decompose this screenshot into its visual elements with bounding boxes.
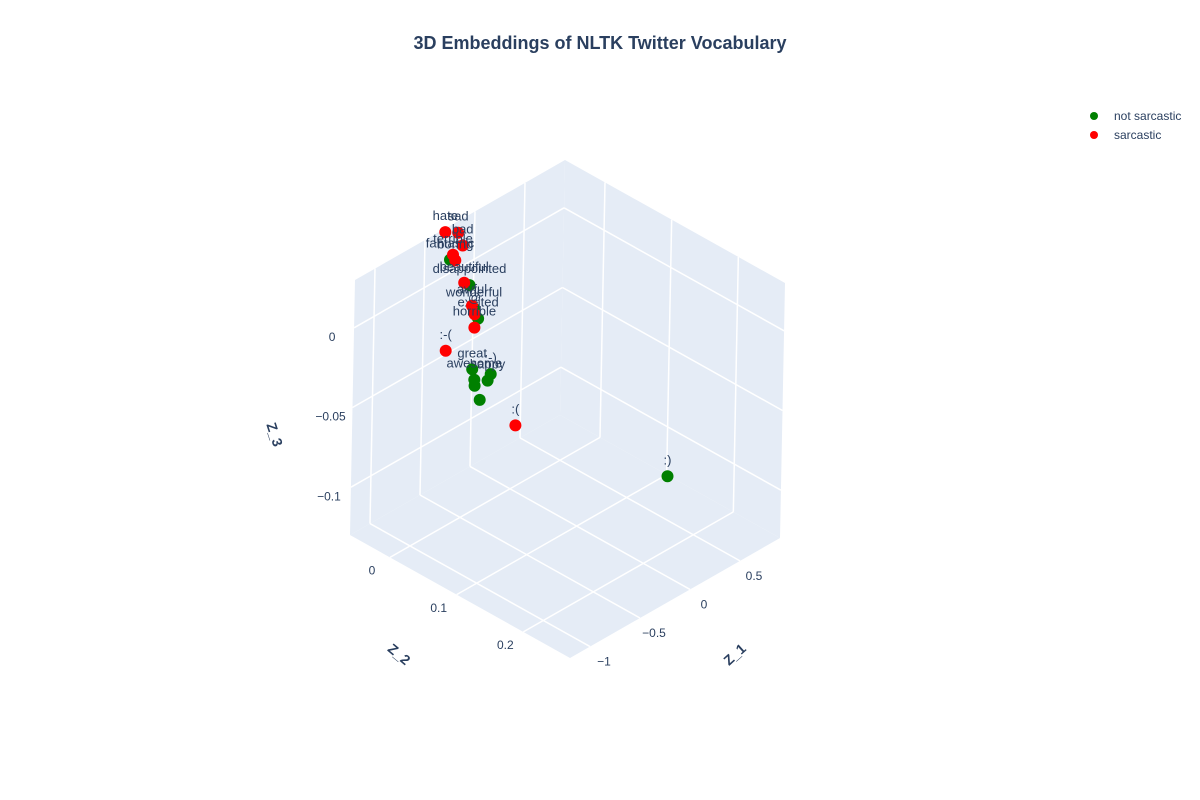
x-axis-title: Z_1 [720, 640, 749, 668]
data-point[interactable] [509, 419, 522, 432]
legend: not sarcastic sarcastic [1088, 106, 1181, 144]
y-tick-label: 0.1 [430, 601, 447, 615]
data-point-label: disappointed [433, 261, 507, 276]
x-tick-label: −0.5 [642, 626, 666, 640]
x-tick-label: 0.5 [746, 569, 763, 583]
legend-label: sarcastic [1114, 127, 1162, 142]
y-tick-label: 0.2 [497, 638, 514, 652]
data-point-label: boring [437, 236, 473, 251]
legend-marker [1090, 111, 1098, 120]
gridline-y-floor [389, 436, 601, 559]
data-point-label: :( [511, 401, 520, 416]
scene-gridlines [350, 182, 785, 648]
scene-background [350, 160, 785, 658]
z-tick-label: −0.1 [317, 489, 341, 503]
data-point[interactable] [449, 254, 462, 267]
legend-item-sarcastic[interactable]: sarcastic [1088, 125, 1181, 144]
data-point[interactable] [458, 276, 471, 289]
data-point-label: happy [470, 357, 506, 372]
gridline-z-wall2 [350, 366, 562, 488]
data-point[interactable] [473, 393, 486, 406]
z-tick-label: −0.05 [315, 410, 346, 424]
y-tick-label: 0 [369, 564, 376, 578]
data-point-label: hate [433, 208, 458, 223]
scene-points[interactable]: fantasticdisappointedwonderfulexcited:-)… [426, 208, 674, 483]
gridline-z-wall2 [352, 286, 563, 409]
data-point[interactable] [468, 379, 481, 392]
gridline-x-floor [419, 494, 641, 619]
data-point-label: great [457, 345, 487, 360]
data-point-label: terrible [433, 231, 473, 246]
gridline-z-wall1 [562, 286, 783, 412]
floor [350, 415, 780, 658]
data-point-label: awful [457, 282, 487, 297]
data-point-label: :-) [485, 350, 497, 365]
gridline-z-wall1 [560, 366, 782, 491]
chart-title: 3D Embeddings of NLTK Twitter Vocabulary [413, 33, 787, 53]
data-point[interactable] [439, 344, 452, 357]
data-point-label: bad [452, 222, 474, 237]
scene-tick-labels: −1 −0.5 0 0.5 0 0.1 0.2 0 −0.05 −0.1 [315, 330, 762, 669]
data-point-label: @ [468, 290, 481, 305]
gridline-y-floor [522, 511, 734, 633]
data-point[interactable] [661, 470, 674, 483]
data-point-label: :-( [440, 327, 453, 342]
data-point[interactable] [466, 363, 479, 376]
data-point-label: horrible [453, 304, 496, 319]
data-point-label: awesome [446, 356, 502, 371]
data-point[interactable] [456, 239, 469, 252]
data-point-label: sad [448, 209, 469, 224]
x-tick-label: −1 [597, 655, 611, 669]
gridline-z-wall2 [353, 207, 565, 329]
legend-label: not sarcastic [1114, 108, 1182, 123]
gridline-z-wall1 [563, 207, 785, 332]
data-point[interactable] [468, 308, 481, 321]
z-tick-label: 0 [329, 330, 336, 344]
data-point-label: :) [664, 452, 672, 467]
data-point[interactable] [481, 374, 494, 387]
data-point[interactable] [452, 226, 465, 239]
x-tick-label: 0 [701, 598, 708, 612]
y-axis-title: Z_2 [385, 640, 414, 668]
gridline-x-floor [519, 437, 741, 562]
data-point-label: beautiful [440, 259, 489, 274]
legend-marker [1090, 130, 1098, 139]
legend-item-not-sarcastic[interactable]: not sarcastic [1088, 106, 1181, 125]
z-axis-title: Z_3 [263, 421, 286, 449]
data-point-label: wonderful [445, 284, 502, 299]
gridline-y-floor [456, 473, 668, 596]
data-point[interactable] [468, 321, 481, 334]
gridline-x-floor [369, 522, 591, 648]
gridline-x-floor [469, 465, 691, 591]
data-point[interactable] [439, 226, 452, 239]
